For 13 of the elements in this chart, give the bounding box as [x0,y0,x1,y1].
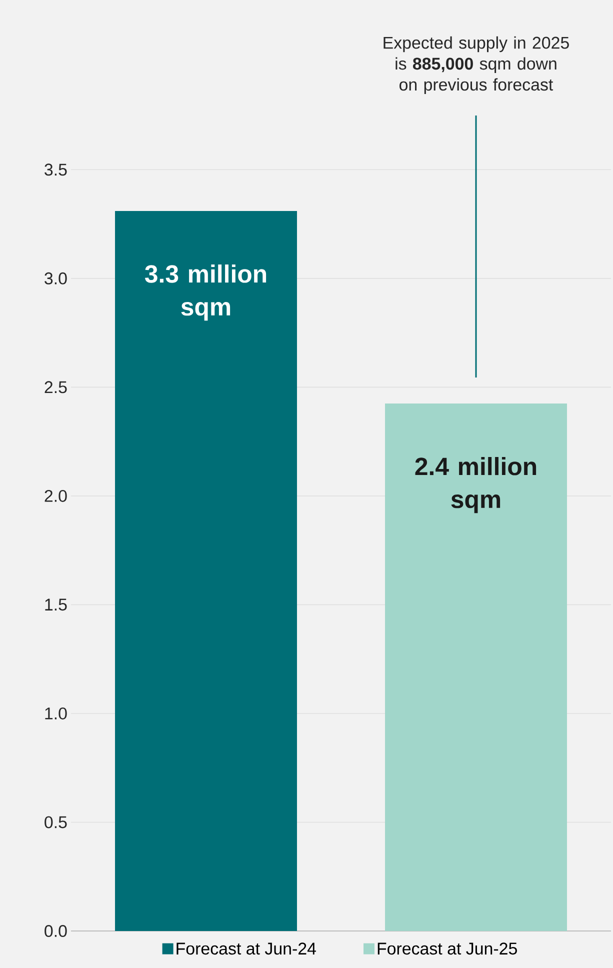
data-label: 2.4 million sqm [415,457,536,514]
y-tick-label: 1.0 [45,707,67,720]
y-tick-label: 3.5 [44,164,67,176]
y-tick-label: 3.0 [44,272,67,284]
annotation: Expected supply in 2025 is 885,000 sqm down on previous forecast [384,36,569,94]
y-tick-label: 0.5 [44,816,67,828]
y-tick-label: 2.0 [44,490,67,502]
y-tick-label: 0.0 [44,924,67,937]
y-tick-label: 2.5 [44,381,67,394]
data-label: 3.3 million sqm [144,264,266,321]
legend-label: Forecast at Jun-25 [378,942,517,955]
legend-label: Forecast at Jun-24 [176,942,316,955]
y-tick-label: 1.5 [45,598,67,611]
